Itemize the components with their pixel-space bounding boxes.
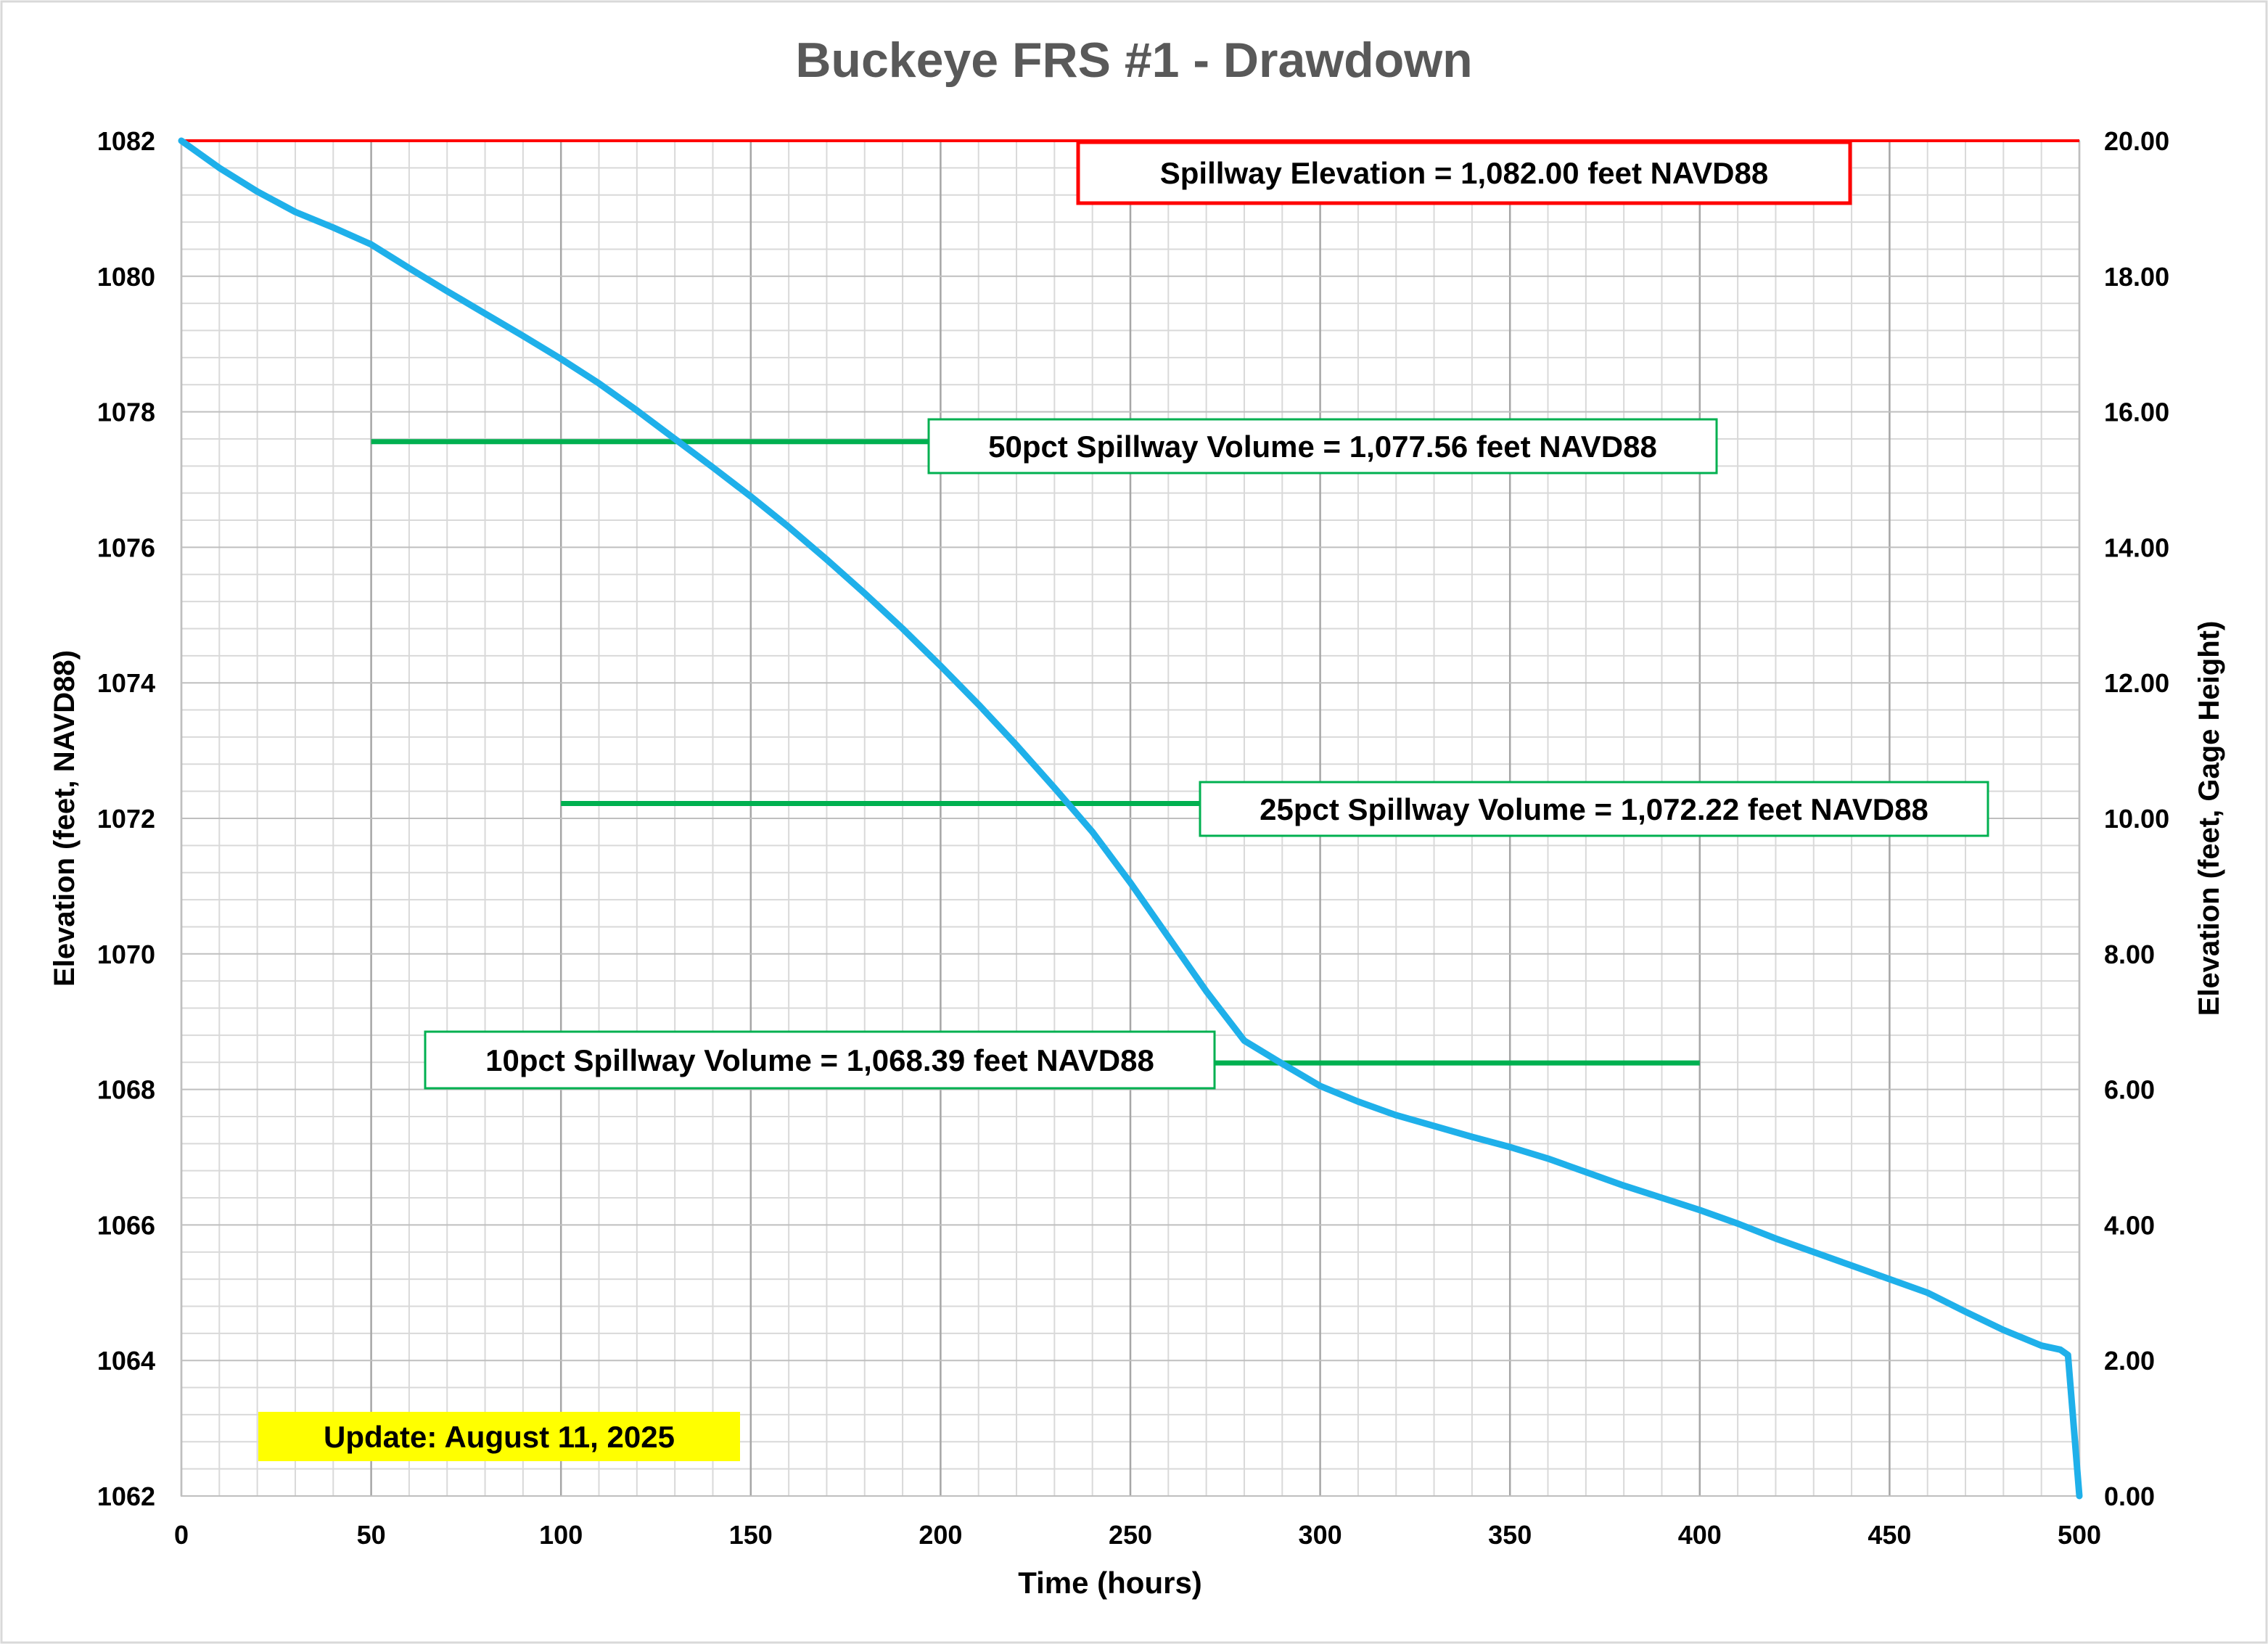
y-axis-label: Elevation (feet, NAVD88) <box>49 650 81 987</box>
x-tick-label: 150 <box>729 1520 773 1550</box>
drawdown-series-line <box>178 137 2083 1500</box>
y-tick-label: 1064 <box>97 1346 155 1376</box>
reference-label-box <box>1076 140 1852 205</box>
y2-tick-label: 6.00 <box>2104 1075 2155 1105</box>
reference-labels: Spillway Elevation = 1,082.00 feet NAVD8… <box>424 140 1989 1090</box>
reference-label-text: 10pct Spillway Volume = 1,068.39 feet NA… <box>485 1043 1154 1077</box>
y-tick-label: 1066 <box>97 1210 155 1240</box>
y2-tick-label: 16.00 <box>2104 398 2169 427</box>
y2-tick-label: 0.00 <box>2104 1481 2155 1511</box>
x-axis-label: Time (hours) <box>1018 1566 1202 1600</box>
reference-label-text: Spillway Elevation = 1,082.00 feet NAVD8… <box>1160 156 1768 190</box>
y-tick-label: 1070 <box>97 940 155 969</box>
update-annotation-background <box>258 1412 740 1461</box>
y2-axis-tick-labels: 0.00 2.00 4.00 6.00 8.00 10.00 12.00 14.00 16.00… <box>2104 126 2169 1511</box>
x-tick-label: 100 <box>539 1520 583 1550</box>
x-tick-label: 350 <box>1488 1520 1532 1550</box>
x-axis-tick-labels: 0 50 100 150 200 250 300 350 400 450 500 <box>174 1520 2101 1550</box>
y-tick-label: 1080 <box>97 262 155 292</box>
chart-title: Buckeye FRS #1 - Drawdown <box>795 33 1472 88</box>
y-tick-label: 1076 <box>97 533 155 562</box>
y2-tick-label: 2.00 <box>2104 1346 2155 1376</box>
y2-tick-label: 10.00 <box>2104 804 2169 834</box>
reference-label-text: 25pct Spillway Volume = 1,072.22 feet NA… <box>1260 792 1928 826</box>
y-tick-label: 1068 <box>97 1075 155 1105</box>
reference-label-box <box>927 418 1718 474</box>
x-tick-label: 200 <box>919 1520 962 1550</box>
y2-tick-label: 14.00 <box>2104 533 2169 562</box>
reference-label-text: 50pct Spillway Volume = 1,077.56 feet NA… <box>988 430 1657 464</box>
reference-label-box <box>424 1030 1216 1090</box>
x-tick-label: 300 <box>1299 1520 1342 1550</box>
y2-tick-label: 20.00 <box>2104 126 2169 156</box>
y2-tick-label: 4.00 <box>2104 1210 2155 1240</box>
update-annotation: Update: August 11, 2025 <box>258 1412 740 1461</box>
series-lines <box>178 137 2083 1500</box>
y2-tick-label: 8.00 <box>2104 940 2155 969</box>
y2-axis-label: Elevation (feet, Gage Height) <box>2193 621 2225 1016</box>
y2-tick-label: 12.00 <box>2104 668 2169 698</box>
update-annotation-text: Update: August 11, 2025 <box>324 1420 675 1454</box>
y-axis-tick-labels: 1062 1064 1066 1068 1070 1072 1074 1076 1078 1080… <box>97 126 155 1511</box>
x-tick-label: 450 <box>1868 1520 1911 1550</box>
x-tick-label: 50 <box>357 1520 386 1550</box>
y-tick-label: 1078 <box>97 398 155 427</box>
x-tick-label: 400 <box>1678 1520 1722 1550</box>
y2-tick-label: 18.00 <box>2104 262 2169 292</box>
reference-label-box <box>1199 781 1989 837</box>
x-tick-label: 500 <box>2058 1520 2101 1550</box>
y-tick-label: 1082 <box>97 126 155 156</box>
x-tick-label: 250 <box>1109 1520 1152 1550</box>
y-tick-label: 1062 <box>97 1481 155 1511</box>
y-tick-label: 1072 <box>97 804 155 834</box>
y-tick-label: 1074 <box>97 668 155 698</box>
x-tick-label: 0 <box>174 1520 189 1550</box>
